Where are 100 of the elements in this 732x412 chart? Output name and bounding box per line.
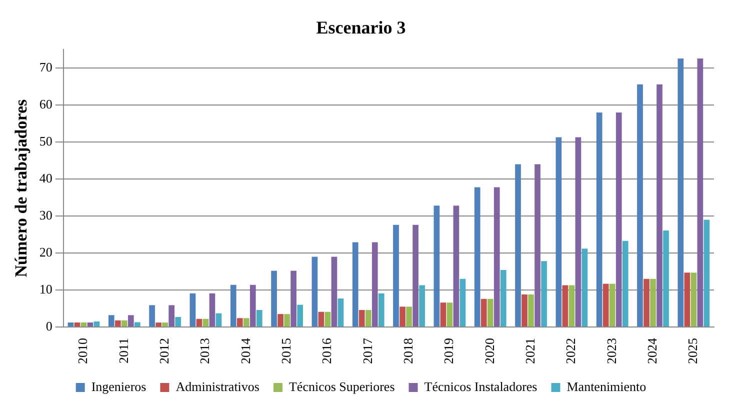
bar [393, 224, 399, 326]
bar [419, 285, 425, 326]
bar [434, 206, 440, 326]
bar [460, 278, 466, 326]
bar [202, 318, 209, 326]
bar [94, 321, 100, 326]
bar [522, 294, 528, 326]
x-tick-label: 2025 [685, 338, 700, 364]
x-tick-label: 2021 [522, 338, 538, 364]
bar [156, 322, 162, 326]
x-tick-label: 2013 [197, 338, 212, 364]
y-tick-label: 50 [39, 133, 52, 148]
bar [500, 270, 506, 326]
bar [149, 305, 155, 326]
bar [128, 315, 134, 326]
bar [697, 58, 704, 326]
bar [68, 322, 74, 326]
chart-title: Escenario 3 [316, 17, 406, 38]
bar [575, 137, 582, 326]
bar [121, 320, 128, 326]
bar [400, 306, 406, 326]
x-tick-label: 2014 [238, 338, 253, 364]
x-tick-label: 2018 [400, 338, 416, 364]
bar [609, 284, 616, 326]
bar [80, 322, 87, 326]
bar [108, 315, 114, 326]
x-tick-label: 2011 [116, 338, 131, 364]
bar [528, 294, 534, 326]
bar [318, 312, 324, 326]
bar [196, 318, 202, 326]
bar [453, 206, 460, 326]
x-tick-label: 2024 [644, 338, 660, 364]
bar [582, 248, 588, 326]
bar [243, 318, 250, 326]
bar [622, 240, 628, 326]
x-tick-label: 2020 [482, 338, 497, 364]
bar [87, 322, 94, 326]
bar [644, 278, 650, 326]
legend-label: Mantenimiento [566, 378, 646, 394]
bar [312, 256, 318, 326]
legend-label: Ingenieros [91, 378, 146, 394]
bar [684, 272, 690, 326]
bar [162, 322, 168, 326]
bar [230, 284, 236, 326]
bar [378, 293, 384, 326]
x-tick-label: 2017 [360, 338, 375, 364]
bar [602, 284, 609, 326]
bar [515, 164, 521, 326]
x-tick-label: 2019 [441, 338, 456, 364]
y-tick-label: 10 [39, 281, 52, 296]
bar [487, 298, 494, 326]
bar [596, 112, 602, 326]
y-tick-label: 60 [39, 96, 52, 112]
bar [412, 224, 418, 326]
bar [271, 270, 277, 326]
bar [704, 220, 710, 326]
legend-label: Administrativos [176, 378, 260, 394]
bar [616, 112, 622, 326]
bar [568, 285, 575, 326]
bar [168, 305, 174, 326]
bar [250, 284, 256, 326]
bar [236, 318, 243, 326]
y-tick-label: 20 [39, 244, 52, 260]
bar [556, 137, 562, 326]
bar [678, 58, 684, 326]
x-tick-label: 2010 [75, 338, 90, 364]
bar [637, 84, 643, 326]
bar [175, 317, 181, 326]
y-tick-label: 0 [46, 318, 52, 334]
bar [284, 314, 290, 326]
y-tick-label: 30 [39, 207, 52, 222]
bar [331, 256, 338, 326]
bar [216, 313, 222, 326]
x-tick-label: 2022 [563, 338, 578, 364]
x-tick-label: 2016 [319, 338, 334, 364]
x-tick-label: 2015 [278, 338, 294, 364]
bar [209, 293, 216, 326]
bar [114, 320, 121, 326]
bar [74, 322, 80, 326]
x-tick-label: 2023 [604, 338, 619, 364]
bar [494, 187, 500, 326]
bar [480, 298, 487, 326]
bar [358, 310, 365, 326]
bar [324, 312, 331, 326]
bar [190, 293, 196, 326]
y-tick-label: 40 [39, 170, 52, 186]
bar [562, 285, 568, 326]
bar [440, 302, 446, 326]
bar [534, 164, 540, 326]
bar [297, 304, 303, 326]
bar [365, 310, 372, 326]
bar [690, 272, 697, 326]
bar [256, 310, 262, 326]
legend-label: Técnicos Instaladores [424, 378, 538, 394]
x-tick-label: 2012 [156, 338, 172, 364]
y-axis-title: Número de trabajadores [12, 98, 31, 278]
bar [663, 230, 669, 326]
bar [474, 187, 480, 326]
bar [541, 261, 547, 326]
bar [446, 302, 453, 326]
